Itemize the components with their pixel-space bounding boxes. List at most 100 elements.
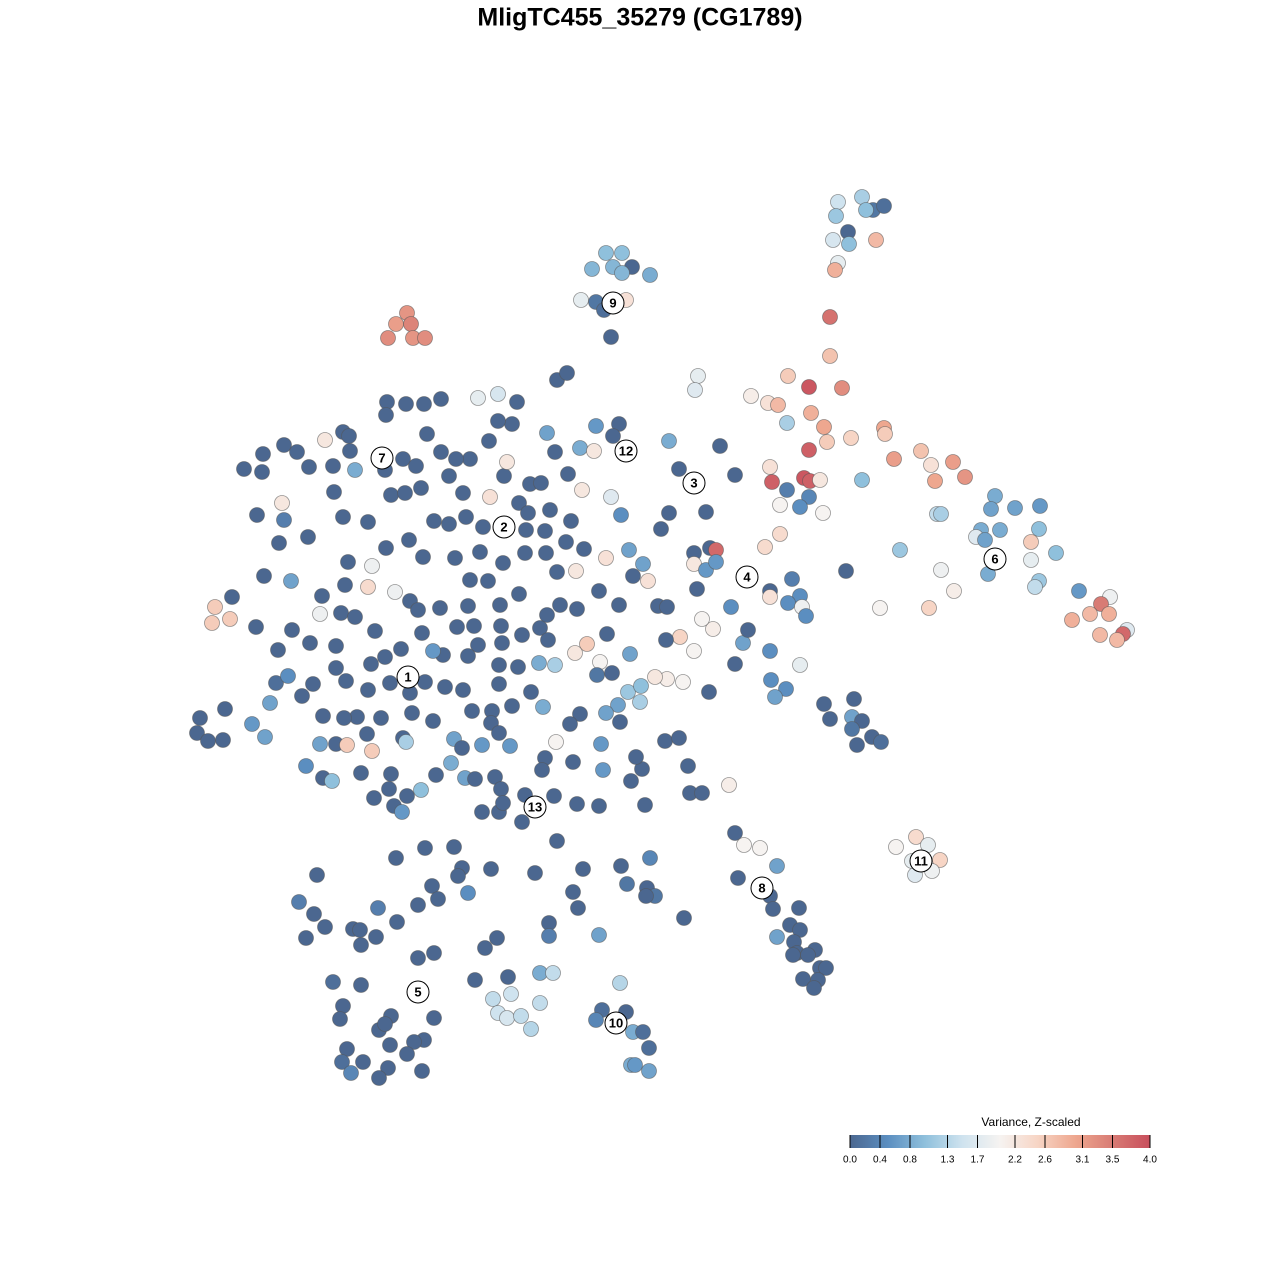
point (701, 684, 717, 700)
point (257, 729, 273, 745)
point (398, 734, 414, 750)
point (360, 514, 376, 530)
cluster-marker (396, 665, 420, 689)
colorbar-bar (850, 1135, 1150, 1148)
cluster-label: 13 (528, 799, 542, 814)
point (387, 584, 403, 600)
point (417, 674, 433, 690)
point (825, 232, 841, 248)
cluster-marker (492, 515, 516, 539)
point (244, 716, 260, 732)
point (447, 550, 463, 566)
point (355, 1054, 371, 1070)
point (535, 699, 551, 715)
point (873, 734, 889, 750)
point (284, 622, 300, 638)
points (189, 189, 1135, 1086)
point (454, 740, 470, 756)
point (523, 684, 539, 700)
point (301, 459, 317, 475)
point (495, 555, 511, 571)
point (491, 725, 507, 741)
point (1007, 500, 1023, 516)
point (569, 601, 585, 617)
point (765, 901, 781, 917)
point (368, 929, 384, 945)
point (689, 581, 705, 597)
point (767, 689, 783, 705)
point (477, 940, 493, 956)
point (698, 504, 714, 520)
point (822, 309, 838, 325)
point (591, 927, 607, 943)
point (378, 540, 394, 556)
point (612, 975, 628, 991)
point (317, 919, 333, 935)
point (572, 706, 588, 722)
point (449, 619, 465, 635)
point (425, 713, 441, 729)
point (816, 419, 832, 435)
point (854, 472, 870, 488)
point (572, 440, 588, 456)
point (1027, 579, 1043, 595)
point (306, 906, 322, 922)
point (908, 829, 924, 845)
point (1032, 498, 1048, 514)
point (413, 480, 429, 496)
point (371, 1070, 387, 1086)
point (549, 564, 565, 580)
point (565, 754, 581, 770)
point (256, 568, 272, 584)
colorbar-tick-label: 2.6 (1038, 1155, 1052, 1166)
point (1023, 552, 1039, 568)
point (503, 986, 519, 1002)
point (712, 438, 728, 454)
cluster-marker (909, 849, 933, 873)
colorbar-tick-label: 1.7 (971, 1155, 985, 1166)
point (360, 682, 376, 698)
point (388, 850, 404, 866)
point (347, 609, 363, 625)
point (872, 600, 888, 616)
point (598, 705, 614, 721)
point (567, 645, 583, 661)
point (395, 451, 411, 467)
point (491, 676, 507, 692)
point (877, 426, 893, 442)
point (426, 1010, 442, 1026)
point (612, 714, 628, 730)
point (367, 623, 383, 639)
point (552, 597, 568, 613)
point (254, 464, 270, 480)
point (822, 348, 838, 364)
point (517, 545, 533, 561)
point (672, 629, 688, 645)
point (622, 646, 638, 662)
point (676, 910, 692, 926)
point (271, 535, 287, 551)
colorbar-tick-label: 3.5 (1106, 1155, 1120, 1166)
point (849, 737, 865, 753)
point (1064, 612, 1080, 628)
point (841, 236, 857, 252)
point (538, 545, 554, 561)
point (599, 626, 615, 642)
point (383, 766, 399, 782)
point (785, 947, 801, 963)
point (475, 519, 491, 535)
point (579, 636, 595, 652)
point (927, 473, 943, 489)
point (410, 950, 426, 966)
point (314, 588, 330, 604)
point (312, 606, 328, 622)
point (470, 637, 486, 653)
point (270, 642, 286, 658)
point (274, 495, 290, 511)
point (727, 656, 743, 672)
point (511, 495, 527, 511)
point (570, 900, 586, 916)
point (298, 930, 314, 946)
point (236, 461, 252, 477)
point (886, 451, 902, 467)
